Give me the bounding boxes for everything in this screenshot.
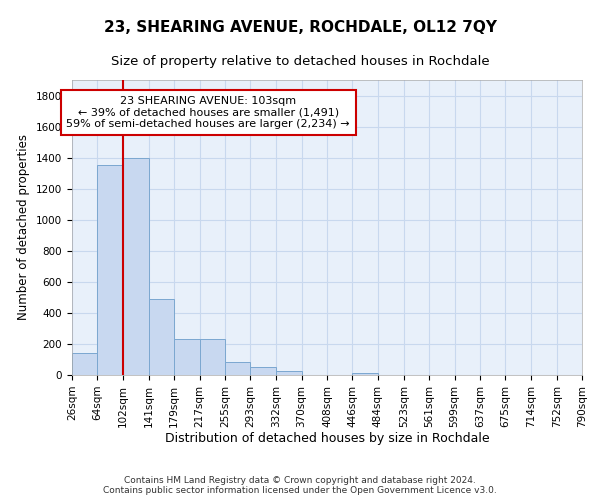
Bar (250, 367, 276, 375)
Text: Contains HM Land Registry data © Crown copyright and database right 2024.
Contai: Contains HM Land Registry data © Crown c… (103, 476, 497, 495)
Bar (97, 166, 123, 375)
Y-axis label: Number of detached properties: Number of detached properties (17, 134, 31, 320)
Bar (276, 371, 302, 375)
Bar (174, 340, 200, 375)
Bar (123, 158, 149, 375)
Bar (352, 372, 378, 375)
Text: 23, SHEARING AVENUE, ROCHDALE, OL12 7QY: 23, SHEARING AVENUE, ROCHDALE, OL12 7QY (104, 20, 497, 35)
Bar (225, 362, 250, 375)
Text: 23 SHEARING AVENUE: 103sqm
← 39% of detached houses are smaller (1,491)
59% of s: 23 SHEARING AVENUE: 103sqm ← 39% of deta… (67, 96, 350, 129)
Bar (149, 299, 174, 375)
Bar (199, 340, 225, 375)
Text: Size of property relative to detached houses in Rochdale: Size of property relative to detached ho… (110, 55, 490, 68)
Bar (72, 354, 97, 375)
X-axis label: Distribution of detached houses by size in Rochdale: Distribution of detached houses by size … (164, 432, 490, 446)
